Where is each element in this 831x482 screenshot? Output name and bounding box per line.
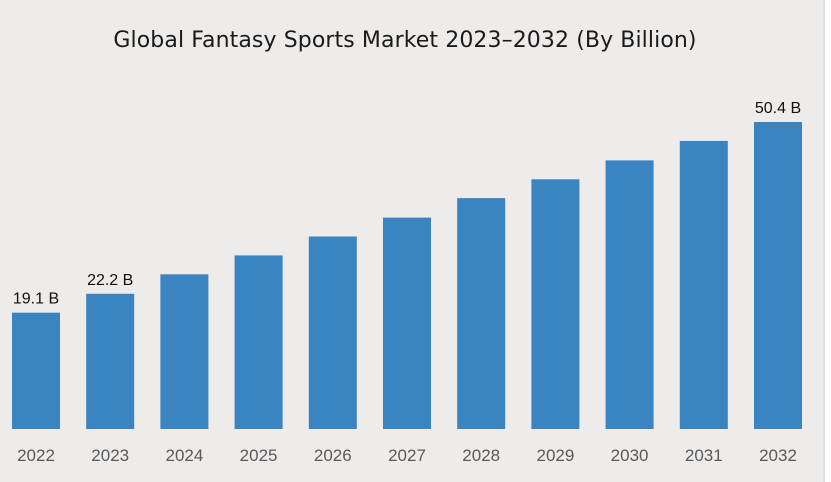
x-tick-label: 2026	[314, 446, 352, 465]
bar-2027	[383, 217, 431, 429]
x-tick-label: 2030	[611, 446, 649, 465]
x-tick-label: 2025	[240, 446, 278, 465]
bar-2022	[12, 312, 60, 429]
x-tick-label: 2023	[91, 446, 129, 465]
x-tick-label: 2028	[462, 446, 500, 465]
x-tick-label: 2032	[759, 446, 797, 465]
bar-2028	[457, 198, 506, 429]
data-label: 19.1 B	[13, 291, 59, 308]
bar-2031	[679, 140, 728, 429]
bar-2030	[605, 160, 654, 429]
bar-2032	[754, 122, 802, 429]
chart-title: Global Fantasy Sports Market 2023–2032 (…	[113, 28, 697, 53]
x-tick-label: 2031	[685, 446, 723, 465]
x-tick-label: 2027	[388, 446, 426, 465]
x-tick-label: 2029	[536, 446, 574, 465]
x-tick-label: 2022	[17, 446, 55, 465]
x-tick-label: 2024	[165, 446, 203, 465]
bar-2029	[531, 179, 580, 429]
data-label: 22.2 B	[87, 272, 133, 289]
data-label: 50.4 B	[755, 100, 801, 117]
bar-2026	[308, 236, 357, 429]
bar-2025	[234, 255, 283, 429]
bar-2023	[86, 293, 135, 429]
bar-2024	[160, 274, 209, 429]
